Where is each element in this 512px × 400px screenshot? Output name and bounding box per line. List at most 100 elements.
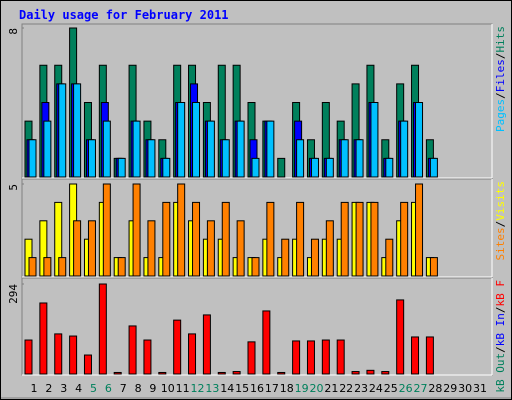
legend-separator: /: [494, 346, 507, 353]
x-tick-label: 12: [191, 382, 205, 395]
bar: [321, 339, 330, 375]
bar: [202, 314, 211, 375]
bar: [113, 371, 122, 375]
x-tick-label: 7: [120, 382, 127, 395]
bar: [217, 371, 226, 375]
bar: [58, 83, 67, 178]
bar: [87, 139, 96, 178]
bar: [262, 310, 271, 375]
bar: [292, 340, 301, 375]
bar: [281, 238, 290, 277]
x-tick-label: 22: [339, 382, 353, 395]
bar: [251, 157, 260, 178]
legend-entry: Files: [494, 59, 507, 92]
bar: [162, 157, 171, 178]
x-tick-label: 4: [75, 382, 82, 395]
bar: [415, 102, 424, 178]
bar: [102, 120, 111, 178]
bar: [177, 183, 186, 277]
bar: [340, 139, 349, 178]
x-tick-label: 21: [324, 382, 338, 395]
bar: [247, 341, 256, 375]
bar: [98, 283, 107, 375]
legend-entry: kB F: [494, 280, 507, 307]
x-tick-label: 20: [309, 382, 323, 395]
x-tick-label: 3: [60, 382, 67, 395]
bar: [43, 120, 52, 178]
bar: [385, 238, 394, 277]
bar: [296, 139, 305, 178]
bar: [162, 201, 171, 277]
bar: [370, 201, 379, 277]
bar: [355, 139, 364, 178]
x-tick-label: 24: [369, 382, 383, 395]
bar: [117, 257, 126, 277]
bar: [236, 120, 245, 178]
x-tick-label: 14: [220, 382, 234, 395]
bar: [381, 371, 390, 375]
legend: Pages/Files/Hits: [494, 26, 507, 132]
x-tick-label: 2: [45, 382, 52, 395]
x-tick-label: 30: [458, 382, 472, 395]
bar: [132, 120, 141, 178]
bar: [43, 257, 52, 277]
bar: [147, 139, 156, 178]
bar: [325, 157, 334, 178]
bar: [73, 83, 82, 178]
legend-entry: Pages: [494, 99, 507, 132]
legend: kB Out/kB In/kB F: [494, 280, 507, 393]
bar: [58, 257, 67, 277]
bar: [28, 139, 37, 178]
y-tick-label: 5: [7, 184, 20, 191]
bar: [87, 220, 96, 277]
bar: [396, 299, 405, 375]
x-tick-label: 16: [250, 382, 264, 395]
legend-entry: Hits: [494, 26, 507, 53]
x-tick-label: 13: [205, 382, 219, 395]
x-tick-label: 27: [414, 382, 428, 395]
bar: [73, 220, 82, 277]
bar: [192, 102, 201, 178]
bar: [310, 157, 319, 178]
bar: [206, 120, 215, 178]
bar: [266, 201, 275, 277]
bar: [132, 183, 141, 277]
legend-separator: /: [494, 92, 507, 99]
bar: [251, 257, 260, 277]
bar: [206, 220, 215, 277]
bar: [24, 339, 33, 375]
bar: [236, 220, 245, 277]
bar: [232, 371, 241, 375]
legend-separator: /: [494, 53, 507, 60]
bar: [158, 371, 167, 375]
bar: [102, 183, 111, 277]
bar: [415, 183, 424, 277]
bar: [385, 157, 394, 178]
bar: [188, 333, 197, 375]
x-tick-label: 1: [31, 382, 38, 395]
x-tick-label: 23: [354, 382, 368, 395]
bar: [173, 319, 182, 375]
x-tick-label: 15: [235, 382, 249, 395]
x-tick-label: 5: [90, 382, 97, 395]
bar: [296, 201, 305, 277]
legend-separator: /: [494, 221, 507, 228]
panel: [21, 277, 493, 376]
x-tick-label: 11: [176, 382, 190, 395]
bar: [221, 201, 230, 277]
y-tick-label: 8: [7, 28, 20, 35]
bar: [400, 120, 409, 178]
bar: [340, 201, 349, 277]
bar: [192, 201, 201, 277]
bar: [128, 325, 137, 375]
bar: [277, 371, 286, 375]
x-tick-label: 9: [149, 382, 156, 395]
legend-separator: /: [494, 307, 507, 314]
bar: [355, 201, 364, 277]
x-tick-label: 26: [399, 382, 413, 395]
bar: [425, 336, 434, 375]
bar: [54, 333, 63, 375]
bar: [147, 220, 156, 277]
